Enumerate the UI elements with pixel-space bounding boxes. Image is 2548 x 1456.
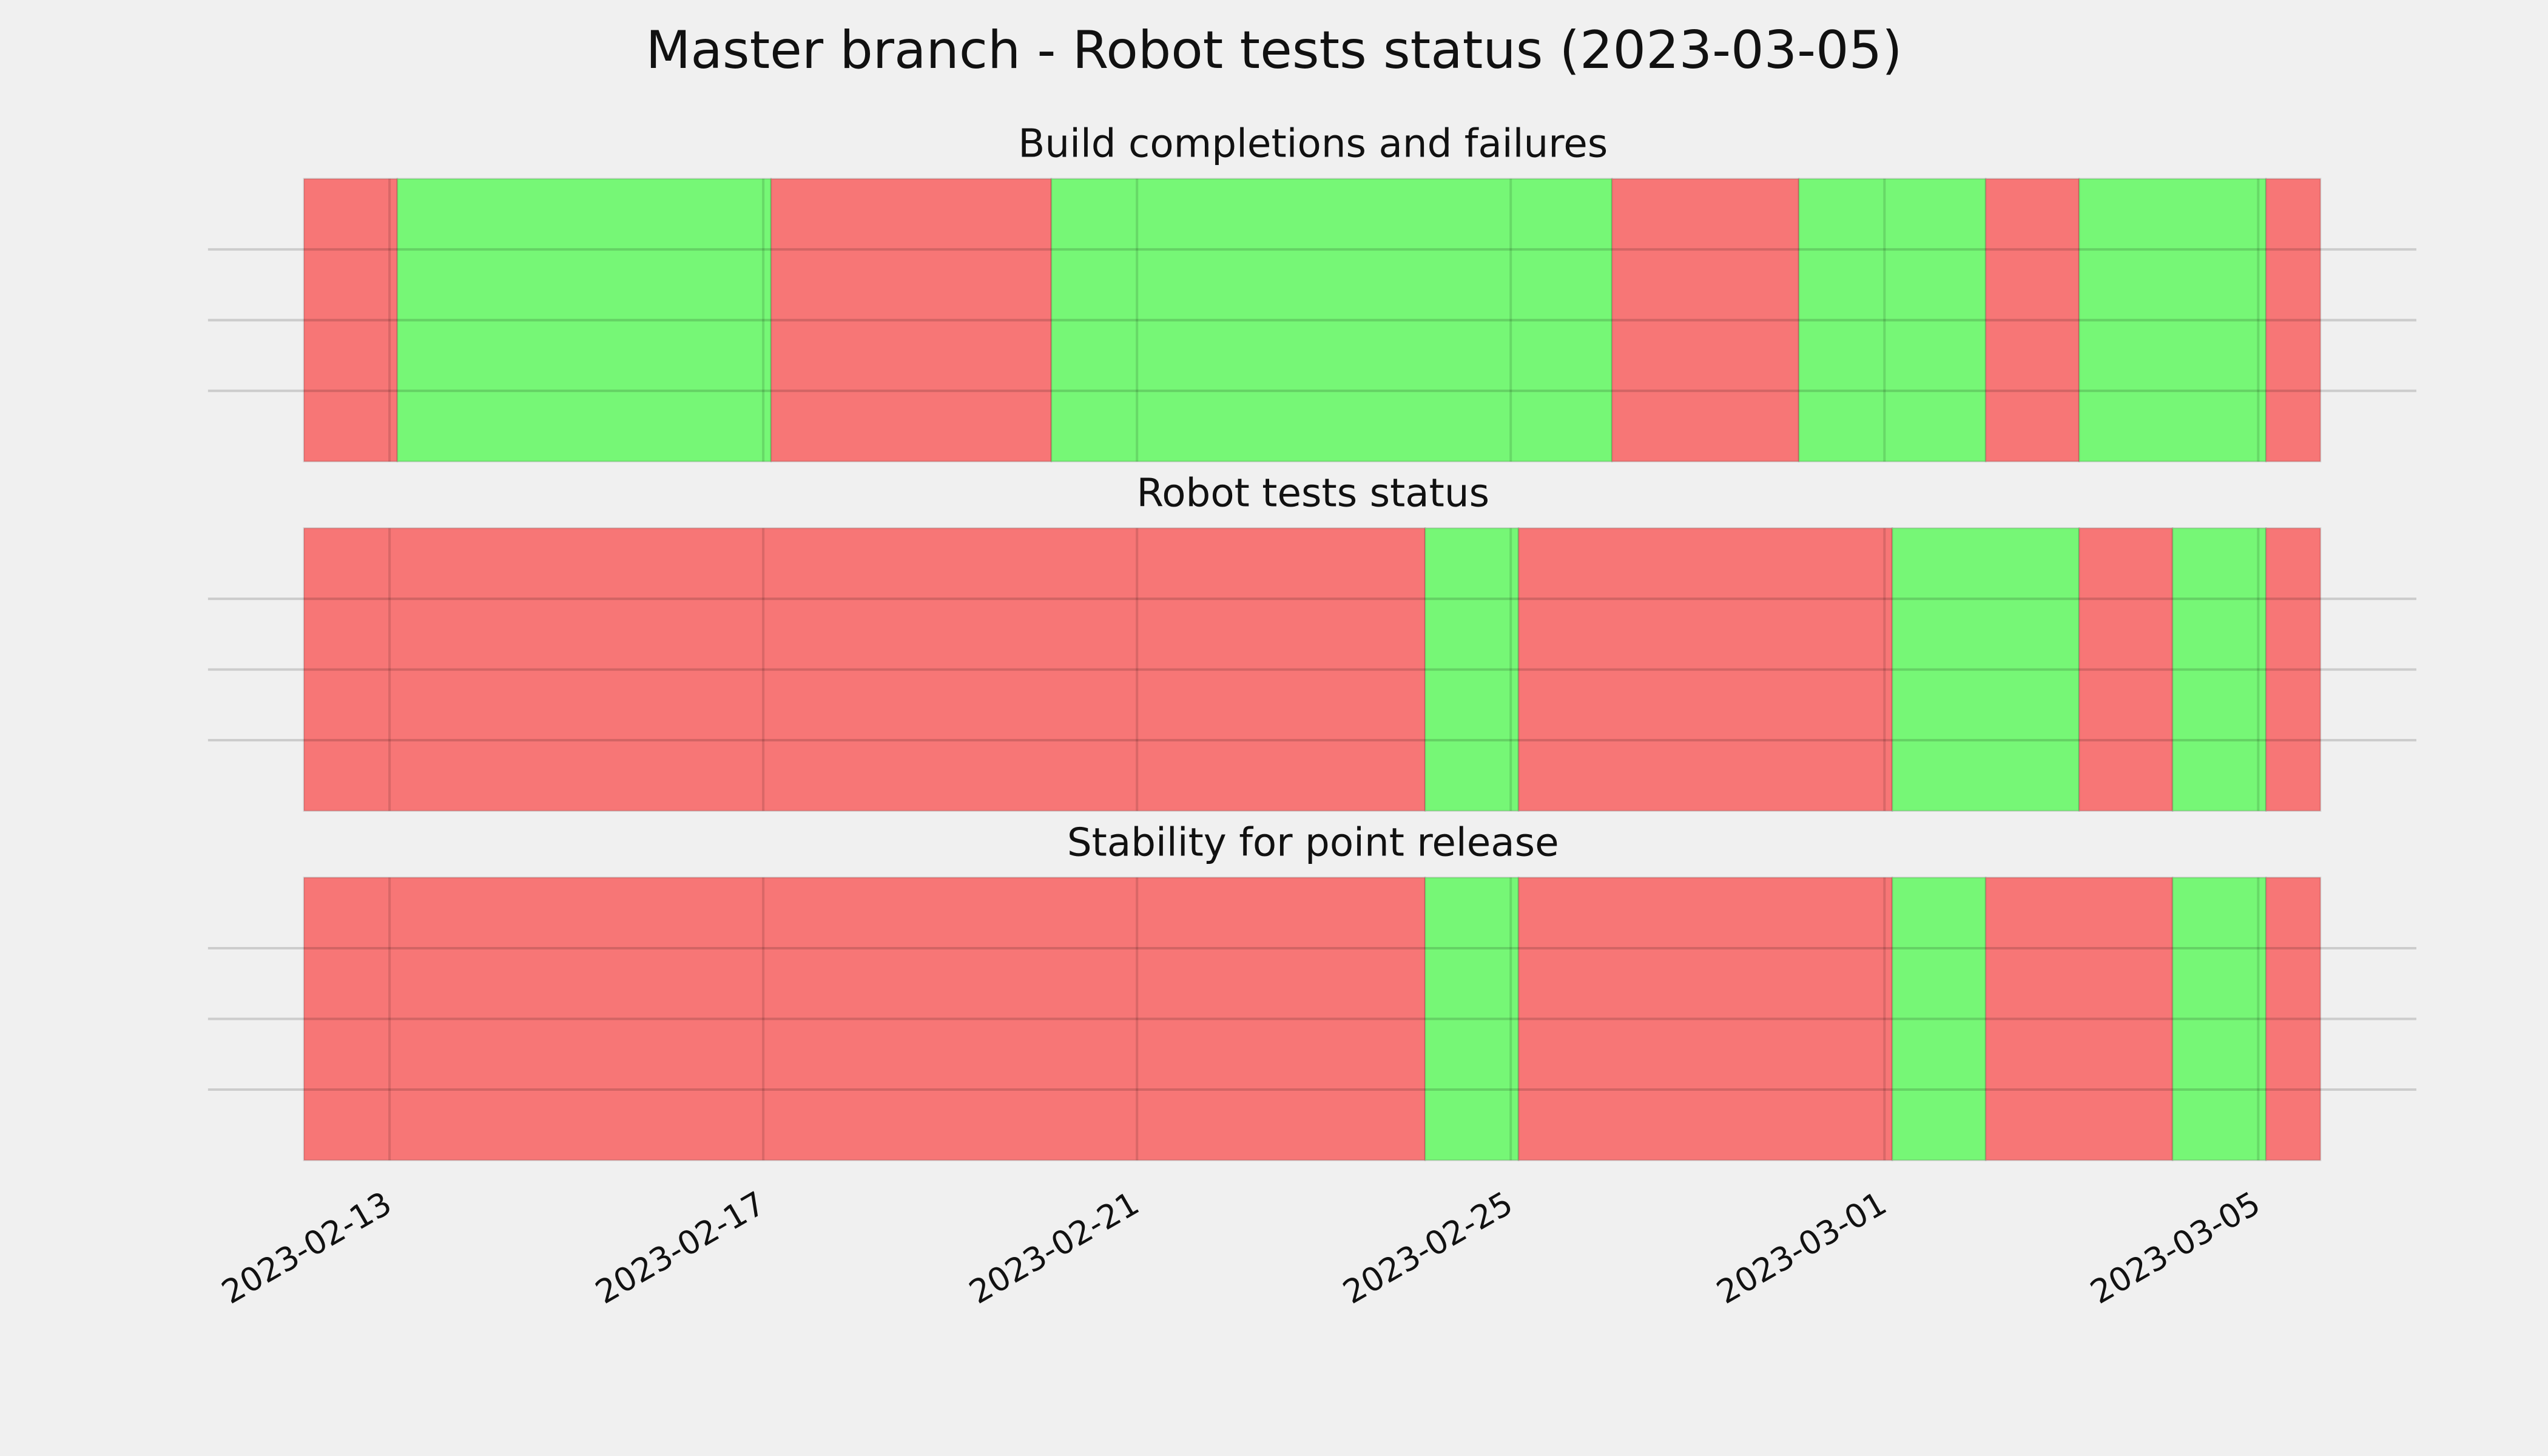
status-span <box>2265 877 2322 1161</box>
panel-title: Stability for point release <box>1067 820 1559 865</box>
chart-title: Master branch - Robot tests status (2023… <box>645 20 1902 81</box>
status-span <box>303 877 1426 1161</box>
status-span <box>2265 178 2322 463</box>
status-span <box>1984 178 2080 463</box>
status-span <box>303 527 1426 812</box>
status-span <box>303 178 399 463</box>
status-span <box>2265 527 2322 812</box>
panel-title: Robot tests status <box>1136 471 1489 516</box>
status-span <box>1517 527 1893 812</box>
status-span <box>1050 178 1613 463</box>
status-span <box>1891 877 1987 1161</box>
status-span <box>2171 527 2267 812</box>
status-span <box>1424 877 1520 1161</box>
status-span <box>1517 877 1893 1161</box>
panel-title: Build completions and failures <box>1018 121 1608 167</box>
status-span <box>2078 178 2267 463</box>
status-span <box>1798 178 1987 463</box>
status-span <box>770 178 1053 463</box>
status-span <box>2078 527 2174 812</box>
status-span <box>1424 527 1520 812</box>
status-span <box>2171 877 2267 1161</box>
status-span <box>1984 877 2174 1161</box>
status-span <box>1611 178 1800 463</box>
status-span <box>396 178 772 463</box>
status-span <box>1891 527 2080 812</box>
